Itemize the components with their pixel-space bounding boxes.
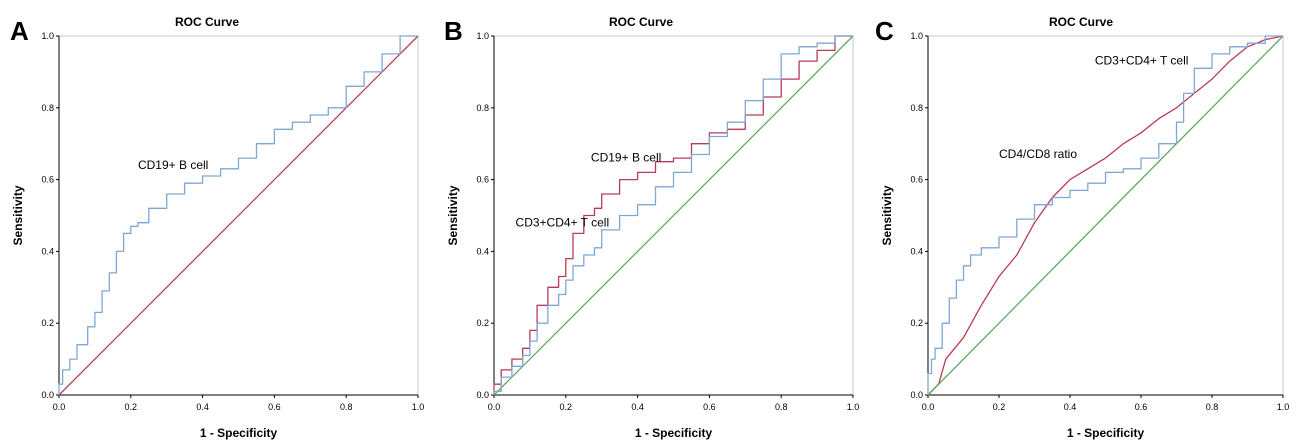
chart-title-a: ROC Curve: [175, 15, 239, 29]
x-axis-label-a: 1 - Specificity: [200, 426, 278, 440]
y-tick-label-c: 0.0: [910, 390, 923, 400]
x-tick-label-a: 0.2: [125, 402, 138, 412]
series-line-b-1: [493, 35, 853, 395]
x-axis-label-c: 1 - Specificity: [1067, 426, 1145, 440]
y-tick-label-a: 0.0: [41, 390, 54, 400]
y-tick-label-a: 0.2: [41, 318, 54, 328]
x-tick-label-c: 0.2: [993, 402, 1006, 412]
chart-panel-a: A ROC Curve 0.0 0.2 0.4 0.6 0.8 1.0 0.0 0.2 0.4 0.6…: [10, 15, 424, 440]
annotation-b-0: CD19+ B cell: [591, 151, 661, 165]
y-tick-label-b: 0.6: [476, 175, 489, 185]
chart-panel-b: B ROC Curve 0.0 0.2 0.4 0.6 0.8 1.0 0.0 0.2 0.4 0.6…: [444, 15, 859, 440]
y-tick-label-a: 0.8: [41, 103, 54, 113]
annotation-b-1: CD3+CD4+ T cell: [516, 215, 610, 229]
annotation-c-1: CD4/CD8 ratio: [999, 147, 1077, 161]
y-tick-label-c: 0.8: [910, 103, 923, 113]
series-line-c-1: [927, 35, 1284, 396]
x-tick-label-a: 0.0: [53, 402, 66, 412]
annotation-a-0: CD19+ B cell: [138, 158, 208, 172]
y-tick-label-b: 0.4: [476, 246, 489, 256]
y-axis-label-b: Sensitivity: [446, 185, 460, 245]
panel-letter-a: A: [10, 16, 29, 46]
annotation-c-0: CD3+CD4+ T cell: [1095, 54, 1189, 68]
series-line-a-0: [58, 35, 418, 395]
chart-title-c: ROC Curve: [1049, 15, 1113, 29]
y-tick-label-c: 0.2: [910, 318, 923, 328]
y-tick-label-b: 0.8: [476, 103, 489, 113]
y-tick-label-b: 0.2: [476, 318, 489, 328]
y-tick-label-c: 0.4: [910, 246, 923, 256]
y-axis-label-c: Sensitivity: [880, 185, 894, 245]
x-tick-label-a: 0.6: [268, 402, 281, 412]
x-tick-label-b: 1.0: [847, 402, 860, 412]
x-tick-label-b: 0.8: [775, 402, 788, 412]
chart-panel-c: C ROC Curve 0.0 0.2 0.4 0.6 0.8 1.0 0.0 0.2 0.4 0.6…: [875, 15, 1289, 440]
x-tick-label-c: 0.4: [1064, 402, 1077, 412]
x-axis-label-b: 1 - Specificity: [635, 426, 713, 440]
y-tick-label-c: 0.6: [910, 175, 923, 185]
y-tick-label-b: 1.0: [476, 31, 489, 41]
x-tick-label-a: 0.4: [196, 402, 209, 412]
x-tick-label-b: 0.2: [560, 402, 573, 412]
series-line-a-1: [58, 35, 419, 396]
series-line-c-0: [927, 35, 1283, 395]
x-tick-label-a: 1.0: [412, 402, 425, 412]
y-tick-label-c: 1.0: [910, 31, 923, 41]
series-line-c-2: [927, 35, 1284, 396]
y-tick-label-a: 1.0: [41, 31, 54, 41]
panel-letter-c: C: [875, 16, 894, 46]
x-tick-label-c: 0.0: [922, 402, 935, 412]
y-tick-label-a: 0.6: [41, 175, 54, 185]
x-tick-label-b: 0.6: [703, 402, 716, 412]
x-tick-label-b: 0.4: [631, 402, 644, 412]
chart-title-b: ROC Curve: [609, 15, 673, 29]
panel-letter-b: B: [444, 16, 463, 46]
y-tick-label-a: 0.4: [41, 246, 54, 256]
x-tick-label-c: 0.8: [1206, 402, 1219, 412]
series-line-b-0: [493, 35, 853, 395]
series-line-b-2: [493, 35, 854, 396]
y-axis-label-a: Sensitivity: [11, 185, 25, 245]
x-tick-label-c: 0.6: [1135, 402, 1148, 412]
x-tick-label-b: 0.0: [488, 402, 501, 412]
x-tick-label-c: 1.0: [1277, 402, 1290, 412]
y-tick-label-b: 0.0: [476, 390, 489, 400]
x-tick-label-a: 0.8: [340, 402, 353, 412]
